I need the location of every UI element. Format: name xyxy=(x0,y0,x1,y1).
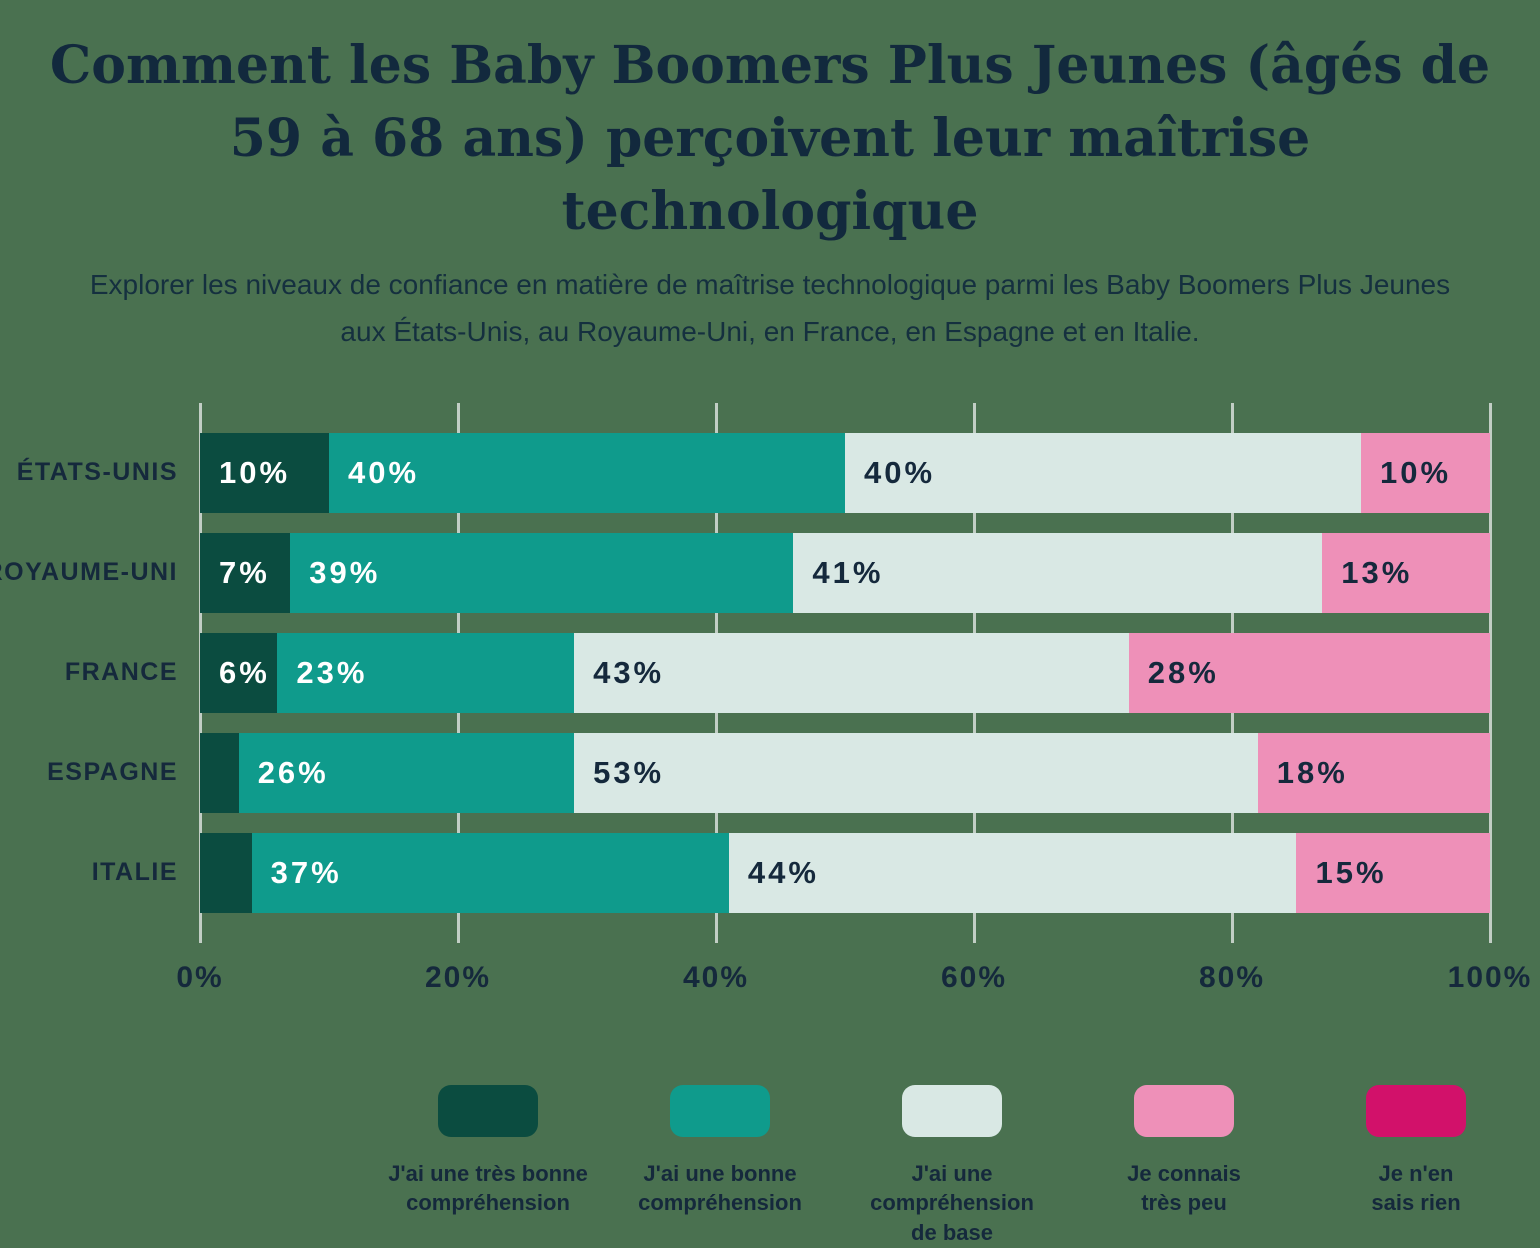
page-subtitle: Explorer les niveaux de confiance en mat… xyxy=(89,269,1451,347)
segment-value-label: 53% xyxy=(593,754,665,790)
segment-value-label: 43% xyxy=(593,654,665,690)
segment-value-label: 44% xyxy=(747,854,819,890)
bar-segment: 10% xyxy=(200,432,329,513)
segment-value-label: 28% xyxy=(1147,654,1219,690)
legend-label: Je n'en sais rien xyxy=(1371,1160,1461,1216)
category-label: FRANCE xyxy=(64,658,178,687)
bar-segment: 40% xyxy=(329,432,845,513)
legend-item: J'ai une bonne compréhension xyxy=(604,1084,836,1248)
bar-segment: 44% xyxy=(728,832,1297,913)
bar-row: ITALIE 37% 44% 15% xyxy=(92,832,1490,913)
bar-segment: 15% xyxy=(1296,832,1490,913)
bar-segment xyxy=(200,832,252,913)
legend-swatch xyxy=(670,1084,770,1137)
segment-value-label: 40% xyxy=(864,454,936,490)
legend-label: J'ai une compréhension de base xyxy=(870,1160,1034,1246)
bar-segment: 6% xyxy=(200,632,278,713)
legend-swatch xyxy=(438,1084,538,1137)
x-axis-tick-label: 0% xyxy=(176,960,224,994)
plot-area: ÉTATS-UNIS 10% 40% 40% 10% ROYAUME-UNI 7% 39% 41… xyxy=(0,402,1492,943)
chart-legend: J'ai une très bonne compréhension J'ai une… xyxy=(372,1084,1532,1248)
stacked-bar: 26% 53% 18% xyxy=(200,732,1490,813)
category-label: ÉTATS-UNIS xyxy=(16,458,178,487)
bar-segment: 10% xyxy=(1361,432,1490,513)
legend-swatch xyxy=(1134,1084,1234,1137)
x-axis: 0% 20% 40% 60% 80% 100% xyxy=(176,960,1530,1007)
segment-value-label: 10% xyxy=(1380,454,1452,490)
segment-value-label: 23% xyxy=(296,654,368,690)
segment-value-label: 39% xyxy=(309,554,381,590)
segment-value-label: 37% xyxy=(270,854,342,890)
bar-row: FRANCE 6% 23% 43% 28% xyxy=(65,632,1490,713)
x-axis-tick-label: 100% xyxy=(1447,960,1533,994)
legend-item: Je connais très peu xyxy=(1068,1084,1300,1248)
bar-segment: 13% xyxy=(1322,532,1490,613)
bar-segment xyxy=(200,732,239,813)
infographic-page: Comment les Baby Boomers Plus Jeunes (âg… xyxy=(0,30,1540,1245)
segment-value-label: 15% xyxy=(1315,854,1387,890)
bar-row: ÉTATS-UNIS 10% 40% 40% 10% xyxy=(17,432,1490,513)
bar-segment: 7% xyxy=(200,532,291,613)
category-label: ROYAUME-UNI xyxy=(0,558,178,587)
segment-value-label: 40% xyxy=(348,454,420,490)
bar-segment: 41% xyxy=(793,532,1323,613)
legend-item: J'ai une compréhension de base xyxy=(836,1084,1068,1248)
bar-segment: 39% xyxy=(290,532,794,613)
bar-segment: 18% xyxy=(1257,732,1490,813)
stacked-bar: 10% 40% 40% 10% xyxy=(200,432,1490,513)
stacked-bar: 7% 39% 41% 13% xyxy=(200,532,1490,613)
segment-value-label: 18% xyxy=(1276,754,1348,790)
legend-swatch xyxy=(1366,1084,1466,1137)
stacked-bar-chart: ÉTATS-UNIS 10% 40% 40% 10% ROYAUME-UNI 7% 39% 41… xyxy=(0,402,1540,1248)
segment-value-label: 10% xyxy=(219,454,291,490)
x-axis-tick-label: 80% xyxy=(1198,960,1266,994)
bar-segment: 43% xyxy=(574,632,1129,713)
legend-swatch xyxy=(902,1084,1002,1137)
bar-segment: 37% xyxy=(251,832,729,913)
bar-segment: 40% xyxy=(845,432,1361,513)
bar-row: ESPAGNE 26% 53% 18% xyxy=(47,732,1490,813)
bar-segment: 23% xyxy=(277,632,575,713)
segment-value-label: 13% xyxy=(1341,554,1413,590)
legend-item: J'ai une très bonne compréhension xyxy=(372,1084,604,1248)
category-label: ITALIE xyxy=(91,858,178,887)
bar-segment: 53% xyxy=(574,732,1258,813)
legend-label: Je connais très peu xyxy=(1127,1160,1241,1216)
legend-label: J'ai une bonne compréhension xyxy=(638,1160,802,1216)
category-label: ESPAGNE xyxy=(47,758,178,787)
legend-item: Je n'en sais rien xyxy=(1300,1084,1532,1248)
x-axis-tick-label: 60% xyxy=(940,960,1008,994)
legend-label: J'ai une très bonne compréhension xyxy=(388,1160,588,1216)
x-axis-tick-label: 20% xyxy=(424,960,492,994)
bar-row: ROYAUME-UNI 7% 39% 41% 13% xyxy=(0,532,1490,613)
segment-value-label: 6% xyxy=(219,654,270,690)
segment-value-label: 7% xyxy=(219,554,270,590)
stacked-bar: 6% 23% 43% 28% xyxy=(200,632,1490,713)
segment-value-label: 41% xyxy=(812,554,884,590)
gridline-100 xyxy=(1489,402,1492,943)
bar-segment: 26% xyxy=(238,732,575,813)
stacked-bar: 37% 44% 15% xyxy=(200,832,1490,913)
page-title: Comment les Baby Boomers Plus Jeunes (âg… xyxy=(49,35,1491,242)
bar-segment: 28% xyxy=(1128,632,1490,713)
x-axis-tick-label: 40% xyxy=(682,960,750,994)
segment-value-label: 26% xyxy=(257,754,329,790)
